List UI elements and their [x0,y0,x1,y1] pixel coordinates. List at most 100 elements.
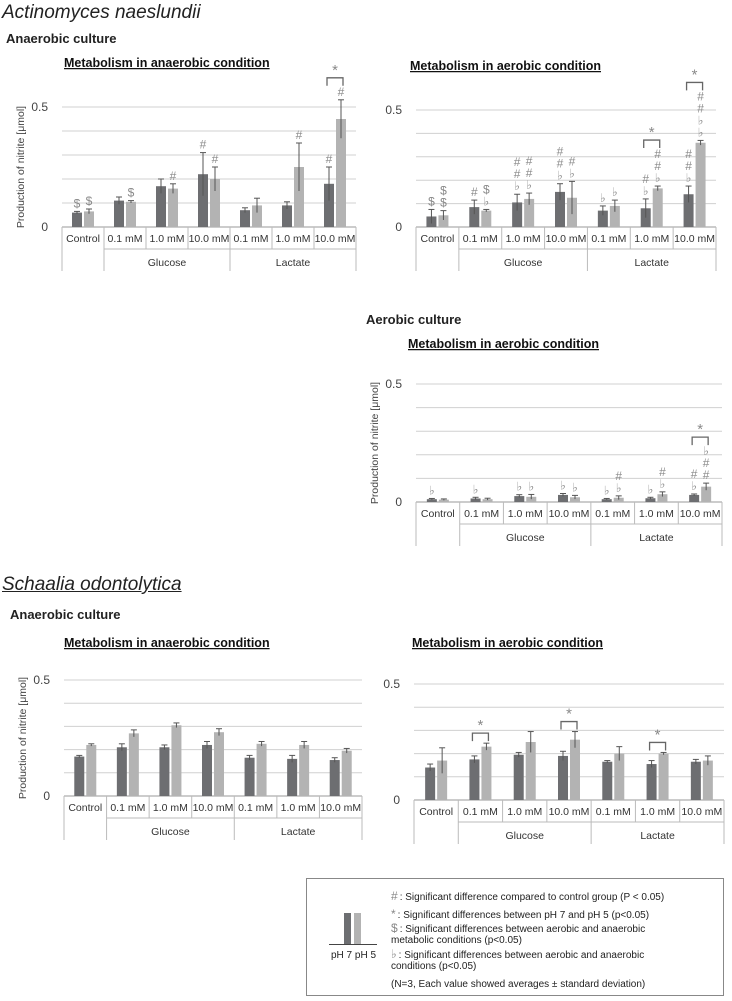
legend-baseline [329,944,377,945]
bar-ph5 [438,215,449,227]
dollar-mark: $ [483,182,490,196]
x-tick-label: 1.0 mM [149,233,184,245]
legend-swatches [329,913,381,945]
bar-ph7 [469,207,480,227]
star-mark: * [655,726,661,743]
hash-mark: # [691,467,698,481]
y-tick-label: 0.5 [383,677,400,691]
bar-ph5 [294,167,304,227]
dollar-symbol: $ [391,921,398,935]
x-tick-label: 10.0 mM [674,233,715,245]
x-tick-label: 1.0 mM [281,802,316,814]
bar-ph7 [244,757,255,796]
flat-mark: ♭ [572,480,578,494]
legend-ph5-label: pH 5 [354,950,377,961]
x-tick-label: 1.0 mM [640,806,675,818]
bar-ph5 [481,210,492,227]
bar-ph5 [652,188,663,227]
dollar-mark: $ [74,196,81,210]
significance-bracket [685,81,704,91]
bar-ph5 [437,760,448,800]
hash-mark: # [654,147,661,161]
x-tick-label: 0.1 mM [233,233,268,245]
flat-mark: ♭ [703,444,709,458]
chart-actinomyces-anaerobic-culture-aerobic-metabolism: Metabolism in aerobic condition 0 0.5 Contr… [385,59,717,271]
x-tick-label: 0.1 mM [591,233,626,245]
legend-text-dollar: : Significant differences between aerobi… [391,924,646,946]
flat-mark: ♭ [569,166,575,180]
group-label: Glucose [505,830,544,842]
bar-ph7 [555,191,565,227]
flat-mark: ♭ [660,477,666,491]
hash-mark: # [697,89,704,103]
bar-ph7 [514,496,525,502]
y-tick-label: 0.5 [33,673,50,687]
dollar-mark: $ [428,194,435,208]
dollar-mark: $ [440,196,447,210]
x-tick-label: 10.0 mM [193,802,234,814]
chart-title: Metabolism in anaerobic condition [64,56,270,70]
bar-ph7 [282,205,292,227]
bar-ph7 [558,755,568,800]
x-tick-label: 0.1 mM [595,508,630,520]
hash-mark: # [557,145,564,159]
bar-ph7 [287,758,298,796]
hash-mark: # [526,166,533,180]
legend-text-star: : Significant differences between pH 7 a… [397,910,650,921]
legend-text-flat: : Significant differences between aerobi… [391,950,645,972]
legend-ph7-label: pH 7 [331,950,353,961]
legend-ph-labels: pH 7 pH 5 [331,950,376,961]
bar-ph5 [701,486,712,502]
bar-ph5 [168,188,178,227]
flat-mark: ♭ [429,483,435,497]
hash-mark: # [703,468,710,482]
bar-ph5 [438,499,449,502]
bar-ph7 [690,761,701,800]
hash-mark: # [526,154,533,168]
bar-ph7 [329,760,340,796]
bar-ph7 [645,498,656,502]
bar-ph5 [210,179,220,227]
hash-mark: # [212,152,219,166]
bar-ph5 [570,739,580,800]
x-tick-label: 0.1 mM [596,806,631,818]
bar-ph5 [702,760,713,800]
bar-ph5 [84,211,94,227]
bar-ph7 [470,498,481,502]
hash-mark: # [200,138,207,152]
x-tick-label: 1.0 mM [634,233,669,245]
y-axis-label: Production of nitrite [μmol] [369,382,381,504]
x-tick-label: 1.0 mM [506,233,541,245]
significance-bracket [471,732,490,742]
legend-swatch-ph5 [354,913,361,944]
flat-mark: ♭ [655,171,661,185]
bar-ph5 [336,119,346,227]
bar-ph5 [341,750,352,796]
bar-ph7 [602,761,613,800]
chart-actinomyces-aerobic-culture-aerobic-metabolism: Metabolism in aerobic condition 0 0.5 Produ… [369,337,723,546]
bar-ph7 [558,494,568,502]
bar-ph7 [601,499,612,502]
chart-schaalia-anaerobic-culture-anaerobic-metabolism: Metabolism in anaerobic condition 0 0.5 Pro… [18,636,363,840]
x-tick-label: Control [421,508,455,520]
star-mark: * [332,62,338,79]
bar-ph5 [570,497,580,502]
bar-ph5 [657,494,668,502]
group-label: Glucose [504,257,543,269]
flat-mark: ♭ [483,194,489,208]
flat-mark: ♭ [528,479,534,493]
legend-swatch-ph7 [344,913,351,944]
bar-ph7 [116,747,127,796]
y-axis-label: Production of nitrite [μmol] [15,106,27,228]
bar-ph7 [74,756,85,796]
bar-ph5 [252,205,262,227]
chart-actinomyces-anaerobic-culture-anaerobic-metabolism: Metabolism in anaerobic condition 0 0.5 Pro… [15,56,357,271]
star-mark: * [478,717,484,734]
group-label: Glucose [151,826,190,838]
hash-symbol: # [391,889,398,903]
bar-ph5 [614,753,625,800]
hash-mark: # [654,159,661,173]
y-tick-label: 0 [395,495,402,509]
culture-label-anaerobic-schaalia: Anaerobic culture [10,607,121,622]
bar-ph5 [525,742,536,800]
